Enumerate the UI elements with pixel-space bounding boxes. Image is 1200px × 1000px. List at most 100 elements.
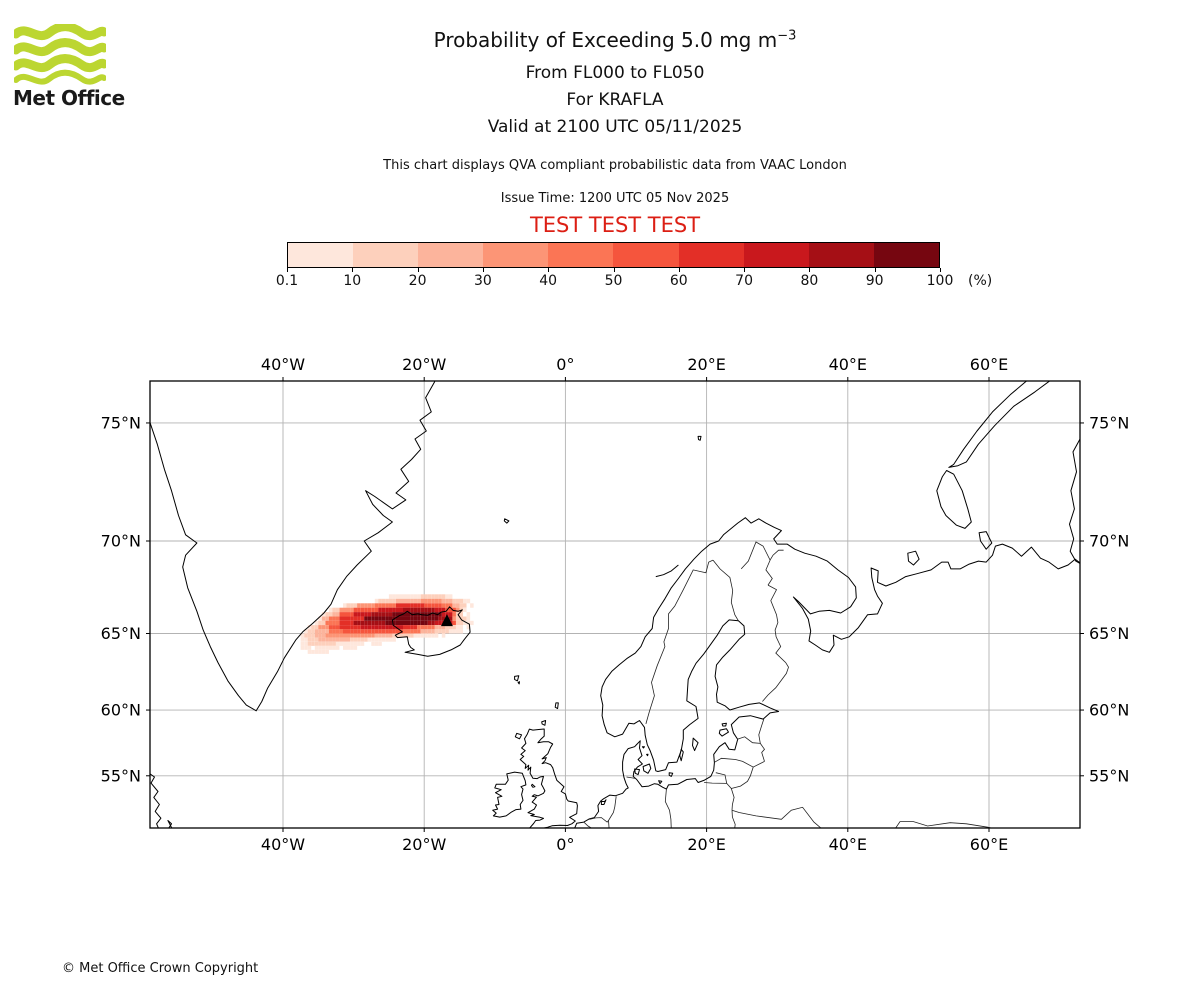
- coast-shetland: [554, 702, 559, 710]
- country-borders: [583, 541, 993, 828]
- colorbar-tick-label: 10: [343, 273, 362, 289]
- colorbar-tick-label: 60: [669, 273, 688, 289]
- subtitle-flight-levels: From FL000 to FL050: [525, 63, 705, 83]
- colorbar-unit-label: (%): [968, 273, 993, 289]
- coast-oland: [679, 748, 684, 762]
- probability-colorbar: [287, 242, 940, 268]
- svg-text:0°: 0°: [556, 835, 574, 854]
- svg-text:20°W: 20°W: [402, 355, 446, 374]
- test-banner: TEST TEST TEST: [529, 213, 701, 237]
- svg-text:20°E: 20°E: [687, 355, 725, 374]
- coast-ireland: [492, 771, 527, 818]
- volcano-marker: [440, 614, 453, 627]
- met-office-logo: [11, 22, 109, 86]
- svg-text:60°N: 60°N: [1089, 701, 1129, 720]
- axis-ticks-and-labels: 40°W 40°W 20°W 20°W 0° 0° 20°E 20°E 40°E 40°E 60°E…: [101, 355, 1130, 854]
- page-title: Probability of Exceeding 5.0 mg m−3: [130, 28, 1100, 52]
- colorbar-segment: [613, 243, 679, 267]
- colorbar-tick-label: 50: [604, 273, 623, 289]
- issue-time-text: Issue Time: 1200 UTC 05 Nov 2025: [500, 191, 730, 206]
- svg-text:60°E: 60°E: [970, 835, 1008, 854]
- met-office-waves-icon: [11, 22, 109, 85]
- svg-text:40°W: 40°W: [261, 355, 305, 374]
- svg-text:75°N: 75°N: [101, 413, 141, 432]
- colorbar-tick-label: 40: [539, 273, 558, 289]
- svg-text:60°E: 60°E: [970, 355, 1008, 374]
- colorbar-tick-label: 90: [865, 273, 884, 289]
- coast-ruegen: [658, 780, 663, 785]
- colorbar-segment: [678, 243, 744, 267]
- coast-bear-island: [697, 435, 702, 441]
- colorbar-segment: [353, 243, 419, 267]
- coast-newfoundland: [167, 820, 173, 828]
- coast-anholt: [646, 753, 649, 757]
- colorbar-segment: [808, 243, 874, 267]
- coast-novaya-zemlya-north: [948, 381, 1051, 468]
- svg-text:40°W: 40°W: [261, 835, 305, 854]
- colorbar-segment: [288, 243, 354, 267]
- colorbar-tick: [613, 268, 615, 272]
- colorbar-tick: [744, 268, 746, 272]
- coast-great-britain: [519, 728, 578, 828]
- colorbar-tick-label: 100: [926, 273, 954, 289]
- coast-iceland: [391, 606, 471, 657]
- colorbar-tick: [548, 268, 550, 272]
- coast-bornholm: [668, 772, 674, 777]
- svg-text:40°E: 40°E: [829, 355, 867, 374]
- colorbar-segment: [483, 243, 549, 267]
- colorbar-segment: [743, 243, 809, 267]
- crown-copyright-text: © Met Office Crown Copyright: [62, 961, 259, 976]
- grid-lines: [150, 381, 1080, 828]
- svg-text:55°N: 55°N: [1089, 766, 1129, 785]
- colorbar-segment: [418, 243, 484, 267]
- svg-text:75°N: 75°N: [1089, 413, 1129, 432]
- coast-greenland: [150, 381, 436, 712]
- svg-text:70°N: 70°N: [101, 531, 141, 550]
- colorbar-tick: [352, 268, 354, 272]
- coast-saaremaa: [718, 728, 729, 737]
- coast-canada-labrador: [150, 773, 162, 828]
- coast-hiiumaa: [721, 722, 727, 727]
- colorbar-segment: [548, 243, 614, 267]
- colorbar-tick-label: 70: [735, 273, 754, 289]
- qva-compliance-note: This chart displays QVA compliant probab…: [383, 158, 847, 173]
- svg-text:20°W: 20°W: [402, 835, 446, 854]
- colorbar-tick-label: 30: [473, 273, 492, 289]
- coast-vaygach: [978, 531, 993, 550]
- colorbar-tick-label: 0.1: [275, 273, 299, 289]
- met-office-brand-text: Met Office: [13, 86, 125, 110]
- colorbar-tick-label: 20: [408, 273, 427, 289]
- colorbar-tick: [809, 268, 811, 272]
- colorbar-tick: [287, 268, 288, 272]
- svg-text:55°N: 55°N: [101, 766, 141, 785]
- colorbar-tick: [678, 268, 680, 272]
- colorbar-tick: [874, 268, 876, 272]
- coast-isle-of-man: [531, 783, 536, 788]
- coast-faroe-2: [517, 681, 520, 685]
- colorbar-tick: [417, 268, 419, 272]
- coast-yamal-coast: [1069, 437, 1080, 564]
- coast-jan-mayen: [503, 518, 510, 524]
- coast-gotland: [692, 737, 699, 752]
- svg-text:70°N: 70°N: [1089, 531, 1129, 550]
- coast-laeso: [641, 746, 645, 749]
- map-frame: [149, 380, 1081, 829]
- coast-kolguyev: [907, 550, 920, 566]
- colorbar-tick: [482, 268, 484, 272]
- coast-hebrides-lewis: [514, 732, 523, 740]
- title-exponent: −3: [777, 28, 797, 44]
- svg-text:65°N: 65°N: [1089, 624, 1129, 643]
- svg-text:60°N: 60°N: [101, 701, 141, 720]
- coast-lofoten: [655, 564, 679, 578]
- colorbar-tick: [940, 268, 941, 272]
- svg-text:65°N: 65°N: [101, 624, 141, 643]
- coast-funen: [634, 768, 640, 776]
- title-text: Probability of Exceeding 5.0 mg m: [433, 28, 778, 52]
- coast-ijsselmeer: [600, 799, 607, 805]
- coast-zealand: [642, 763, 652, 774]
- coast-europe-mainland: [574, 517, 1080, 828]
- colorbar-tick-label: 80: [800, 273, 819, 289]
- svg-text:20°E: 20°E: [687, 835, 725, 854]
- coastlines: [150, 381, 1080, 828]
